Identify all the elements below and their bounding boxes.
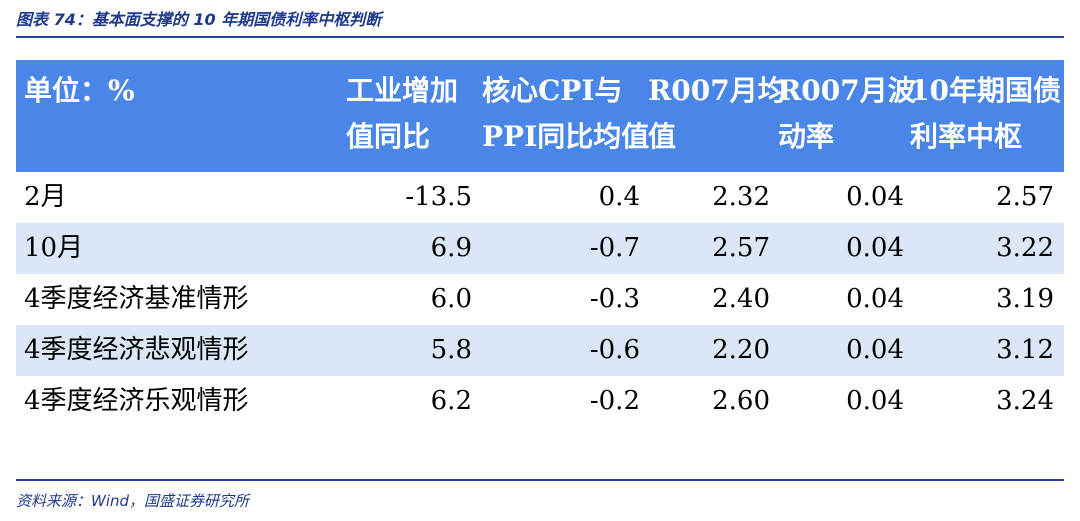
header-cpi-ppi: 核心CPI与 PPI同比均值	[482, 68, 649, 160]
header-10y-yield: 10年期国债 利率中枢	[910, 68, 1061, 160]
table-row: 10月 6.9 -0.7 2.57 0.04 3.22	[16, 223, 1064, 274]
cell-r007-volatility: 0.04	[846, 182, 904, 212]
cell-cpi-ppi: -0.2	[589, 386, 640, 416]
row-label: 4季度经济乐观情形	[24, 386, 249, 416]
cell-r007-mean: 2.32	[712, 182, 770, 212]
row-label: 4季度经济基准情形	[24, 284, 249, 314]
cell-r007-mean: 2.20	[712, 335, 770, 365]
cell-10y-yield: 2.57	[996, 182, 1054, 212]
table-header: 单位：% 工业增加 值同比 核心CPI与 PPI同比均值 R007月均 值 R0…	[16, 60, 1064, 172]
header-unit-line1: 单位：%	[24, 74, 135, 107]
cell-r007-volatility: 0.04	[846, 284, 904, 314]
cell-10y-yield: 3.12	[996, 335, 1054, 365]
source-note: 资料来源：Wind，国盛证券研究所	[16, 492, 250, 510]
table-row: 4季度经济乐观情形 6.2 -0.2 2.60 0.04 3.24	[16, 376, 1064, 427]
cell-industrial-output: 6.2	[430, 386, 472, 416]
cell-cpi-ppi: -0.6	[589, 335, 640, 365]
cell-r007-mean: 2.57	[712, 233, 770, 263]
cell-r007-volatility: 0.04	[846, 335, 904, 365]
header-industrial-output-line1: 工业增加	[346, 74, 459, 107]
header-cpi-ppi-line2: PPI同比均值	[482, 120, 650, 153]
row-label: 4季度经济悲观情形	[24, 335, 249, 365]
bottom-divider	[16, 479, 1064, 481]
cell-10y-yield: 3.22	[996, 233, 1054, 263]
header-r007-volatility-line2: 动率	[778, 120, 835, 153]
header-unit: 单位：%	[24, 68, 135, 114]
cell-industrial-output: 5.8	[430, 335, 472, 365]
top-divider	[16, 36, 1064, 38]
table-row: 4季度经济基准情形 6.0 -0.3 2.40 0.04 3.19	[16, 274, 1064, 325]
cell-r007-volatility: 0.04	[846, 386, 904, 416]
header-10y-yield-line2: 利率中枢	[910, 120, 1023, 153]
cell-industrial-output: 6.9	[430, 233, 472, 263]
header-r007-mean-line1: R007月均	[648, 74, 786, 107]
header-r007-volatility-line1: R007月波	[778, 74, 916, 107]
cell-r007-mean: 2.40	[712, 284, 770, 314]
header-industrial-output-line2: 值同比	[346, 120, 431, 153]
cell-industrial-output: -13.5	[405, 182, 472, 212]
cell-cpi-ppi: -0.3	[589, 284, 640, 314]
data-table: 单位：% 工业增加 值同比 核心CPI与 PPI同比均值 R007月均 值 R0…	[16, 60, 1064, 427]
row-label: 2月	[24, 182, 67, 212]
cell-cpi-ppi: -0.7	[589, 233, 640, 263]
cell-r007-mean: 2.60	[712, 386, 770, 416]
figure-caption: 图表 74：基本面支撑的 10 年期国债利率中枢判断	[16, 10, 382, 29]
cell-10y-yield: 3.19	[996, 284, 1054, 314]
table-row: 4季度经济悲观情形 5.8 -0.6 2.20 0.04 3.12	[16, 325, 1064, 376]
header-industrial-output: 工业增加 值同比	[346, 68, 458, 160]
cell-10y-yield: 3.24	[996, 386, 1054, 416]
header-r007-mean: R007月均 值	[648, 68, 786, 160]
cell-cpi-ppi: 0.4	[598, 182, 640, 212]
header-r007-volatility: R007月波 动率	[778, 68, 916, 160]
cell-r007-volatility: 0.04	[846, 233, 904, 263]
cell-industrial-output: 6.0	[430, 284, 472, 314]
row-label: 10月	[24, 233, 84, 263]
header-10y-yield-line1: 10年期国债	[910, 74, 1061, 107]
table-row: 2月 -13.5 0.4 2.32 0.04 2.57	[16, 172, 1064, 223]
header-r007-mean-line2: 值	[648, 120, 677, 153]
header-cpi-ppi-line1: 核心CPI与	[482, 74, 623, 107]
